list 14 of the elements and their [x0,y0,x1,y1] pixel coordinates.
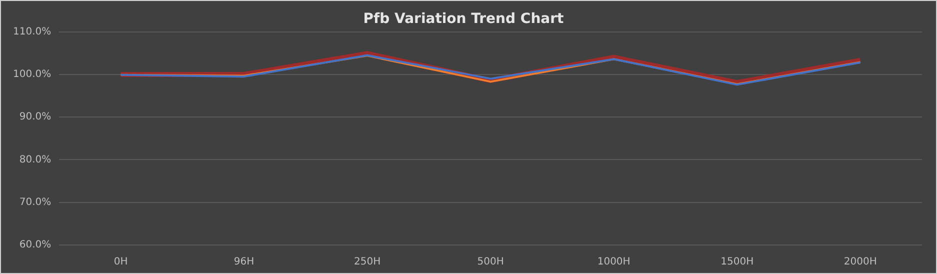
y-tick-label: 100.0% [12,69,52,80]
x-tick-label: 2000H [844,256,877,268]
chart-title: Pfb Variation Trend Chart [363,11,564,28]
x-tick-label: 250H [354,256,381,268]
x-tick-label: 96H [234,256,254,268]
x-tick-label: 1000H [597,256,630,268]
y-tick-label: 110.0% [12,26,52,38]
x-tick-label: 0H [114,256,128,268]
x-tick-label: 500H [477,256,504,268]
x-tick-label: 1500H [720,256,754,268]
y-tick-label: 80.0% [19,154,52,166]
y-tick-label: 60.0% [19,240,52,251]
y-tick-label: 70.0% [19,196,52,208]
y-tick-label: 90.0% [19,112,52,123]
